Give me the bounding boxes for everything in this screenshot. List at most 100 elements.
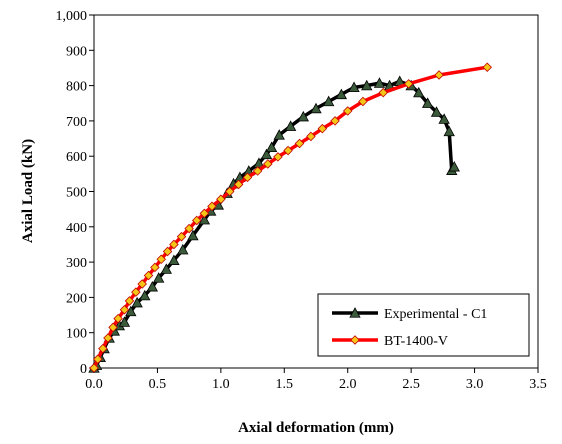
y-tick-label: 900 bbox=[66, 44, 87, 59]
data-point bbox=[176, 231, 187, 242]
data-point bbox=[348, 81, 360, 93]
legend-marker-bt1400v bbox=[350, 335, 360, 345]
data-point bbox=[265, 141, 278, 153]
x-tick-label: 3.5 bbox=[529, 377, 547, 392]
data-point bbox=[177, 243, 189, 255]
data-point bbox=[358, 96, 368, 107]
x-tick-label: 2.0 bbox=[339, 377, 357, 392]
x-tick-label: 1.5 bbox=[276, 377, 294, 392]
series-1 bbox=[89, 62, 493, 373]
data-point bbox=[443, 125, 455, 137]
data-point bbox=[242, 172, 253, 183]
data-point bbox=[146, 280, 159, 292]
data-point bbox=[160, 263, 172, 274]
data-point bbox=[191, 215, 202, 226]
x-tick-label: 0.0 bbox=[85, 377, 103, 392]
data-point bbox=[98, 343, 108, 354]
legend-marker bbox=[350, 335, 360, 345]
data-point bbox=[184, 223, 194, 234]
data-point bbox=[252, 166, 263, 176]
legend-label-experimental: Experimental - C1 bbox=[384, 307, 487, 322]
data-point bbox=[162, 246, 173, 257]
data-point bbox=[430, 106, 443, 117]
y-tick-label: 400 bbox=[66, 221, 87, 236]
data-point bbox=[137, 279, 147, 289]
data-point bbox=[253, 157, 265, 168]
y-tick-label: 1,000 bbox=[56, 9, 88, 24]
data-point bbox=[260, 148, 273, 160]
data-point bbox=[119, 304, 130, 315]
y-tick-label: 600 bbox=[66, 150, 87, 165]
data-point bbox=[168, 254, 180, 265]
legend-label-bt1400v: BT-1400-V bbox=[384, 334, 448, 349]
data-point bbox=[283, 145, 293, 156]
data-point bbox=[284, 120, 297, 131]
x-axis-ticks: 0.0 0.5 1.0 1.5 2.0 2.5 3.0 3.5 bbox=[85, 368, 547, 392]
y-axis-ticks: 0 100 200 300 400 500 600 700 800 900 1,000 bbox=[56, 9, 94, 377]
series-layer bbox=[88, 62, 493, 373]
x-tick-label: 2.5 bbox=[402, 377, 420, 392]
data-point bbox=[153, 272, 165, 283]
data-point bbox=[310, 102, 322, 114]
legend-marker bbox=[349, 307, 361, 318]
data-point bbox=[199, 208, 210, 219]
data-point bbox=[125, 305, 137, 317]
data-point bbox=[434, 70, 444, 80]
data-point bbox=[198, 213, 211, 225]
data-point bbox=[273, 129, 285, 140]
data-point bbox=[233, 179, 244, 190]
legend: Experimental - C1 BT-1400-V bbox=[317, 293, 530, 357]
y-axis-title: Axial Load (kN) bbox=[20, 139, 36, 243]
data-point bbox=[187, 229, 199, 241]
data-point bbox=[482, 62, 493, 73]
legend-box bbox=[317, 293, 530, 357]
data-point bbox=[89, 363, 99, 373]
data-point bbox=[294, 138, 305, 149]
data-point bbox=[306, 131, 316, 142]
data-point bbox=[421, 97, 434, 108]
y-tick-label: 300 bbox=[66, 256, 87, 271]
data-point bbox=[156, 254, 166, 265]
data-point bbox=[403, 79, 414, 89]
data-point bbox=[224, 186, 235, 197]
data-point bbox=[373, 77, 386, 88]
data-point bbox=[169, 239, 179, 250]
y-tick-label: 100 bbox=[66, 327, 87, 342]
y-tick-label: 800 bbox=[66, 80, 87, 95]
x-tick-label: 3.0 bbox=[466, 377, 484, 392]
data-point bbox=[317, 123, 328, 134]
data-point bbox=[131, 296, 143, 308]
data-point bbox=[207, 201, 217, 212]
data-point bbox=[103, 333, 113, 343]
data-point bbox=[150, 262, 160, 273]
data-point bbox=[93, 354, 103, 364]
data-point bbox=[124, 296, 135, 306]
y-tick-label: 200 bbox=[66, 291, 87, 306]
y-tick-label: 0 bbox=[80, 362, 87, 377]
y-tick-label: 500 bbox=[66, 186, 87, 201]
legend-marker-experimental bbox=[349, 307, 361, 318]
data-point bbox=[323, 95, 335, 107]
data-point bbox=[118, 316, 131, 327]
data-point bbox=[413, 86, 425, 98]
data-point bbox=[263, 159, 273, 169]
data-point bbox=[297, 110, 309, 122]
data-point bbox=[143, 270, 154, 281]
data-point bbox=[139, 289, 151, 301]
y-tick-label: 700 bbox=[66, 115, 87, 130]
data-point bbox=[378, 87, 388, 98]
data-point bbox=[448, 160, 460, 172]
data-point bbox=[108, 322, 118, 333]
x-tick-label: 1.0 bbox=[212, 377, 230, 392]
data-point bbox=[342, 106, 353, 116]
data-point bbox=[273, 152, 283, 162]
data-point bbox=[330, 116, 340, 126]
data-point bbox=[361, 79, 373, 91]
data-point bbox=[131, 287, 141, 297]
data-point bbox=[335, 88, 348, 100]
data-point bbox=[216, 194, 226, 205]
data-point bbox=[438, 113, 450, 124]
x-tick-label: 0.5 bbox=[149, 377, 167, 392]
data-point bbox=[113, 313, 123, 324]
